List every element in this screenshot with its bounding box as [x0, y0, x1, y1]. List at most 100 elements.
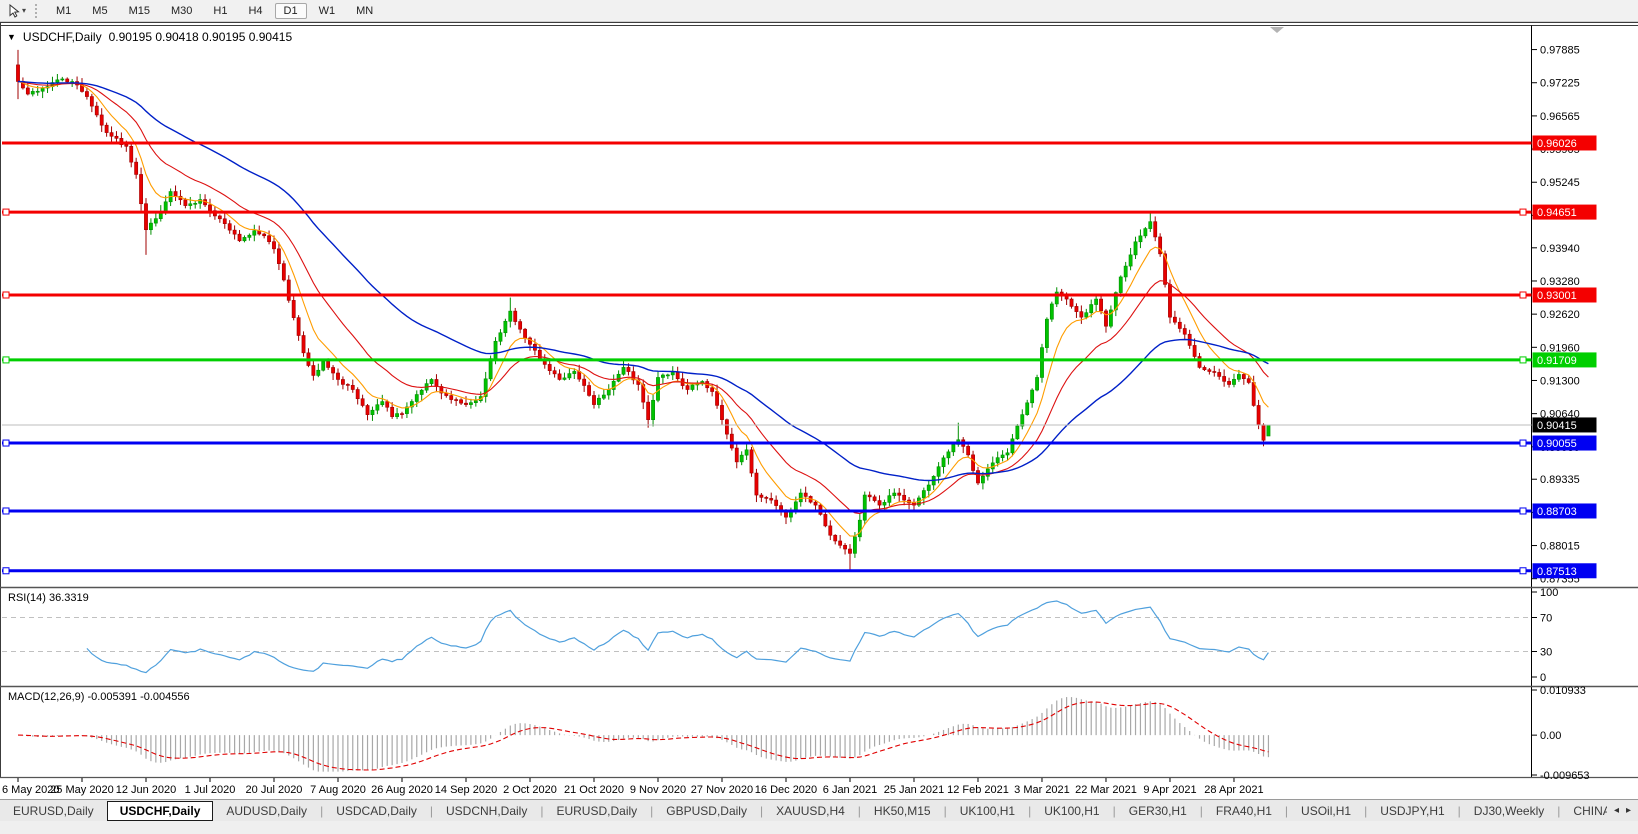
candle-body	[55, 79, 60, 83]
tab-separator: |	[1557, 804, 1561, 818]
candle-body	[793, 501, 798, 511]
candle-body	[488, 358, 493, 380]
candle-body	[951, 444, 956, 453]
tab-eurusd-daily[interactable]: EURUSD,Daily	[13, 804, 94, 818]
hline-handle-right[interactable]	[1519, 567, 1527, 575]
candle-body	[331, 367, 335, 374]
tab-usdcad-daily[interactable]: USDCAD,Daily	[336, 804, 417, 818]
chart-symbol-label: USDCHF,Daily	[22, 30, 102, 44]
date-tick-label: 12 Feb 2021	[947, 784, 1009, 796]
tab-usdjpy-h1[interactable]: USDJPY,H1	[1380, 804, 1445, 818]
candle-body	[1261, 424, 1266, 441]
candle-body	[262, 233, 267, 237]
tab-scroll-left-icon[interactable]: ◂	[1613, 805, 1619, 816]
candle-body	[493, 340, 498, 359]
tab-ger30-h1[interactable]: GER30,H1	[1128, 804, 1187, 818]
tab-usdchf-daily[interactable]: USDCHF,Daily	[106, 801, 214, 821]
cursor-arrow-icon	[9, 3, 20, 18]
tab-gbpusd-daily[interactable]: GBPUSD,Daily	[666, 804, 747, 818]
candle-body	[449, 395, 454, 400]
timeframe-button-w1[interactable]: W1	[318, 4, 336, 17]
hline-handle-left[interactable]	[2, 208, 10, 216]
tab-dj30-weekly[interactable]: DJ30,Weekly	[1473, 804, 1545, 818]
candle-body	[405, 406, 409, 414]
tab-fra40-h1[interactable]: FRA40,H1	[1215, 804, 1272, 818]
timeframe-button-m1[interactable]: M1	[56, 4, 72, 17]
candle-body	[582, 378, 587, 386]
price-tick-label: 0.89335	[1540, 474, 1580, 486]
candle-body	[769, 498, 774, 501]
hline-handle-left[interactable]	[2, 439, 10, 447]
candle-body	[336, 372, 340, 380]
candle-body	[759, 494, 764, 498]
candle-body	[715, 391, 719, 406]
tab-uk100-h1[interactable]: UK100,H1	[1044, 804, 1100, 818]
rsi-axis-label: 100	[1540, 587, 1558, 599]
tab-xauusd-h4[interactable]: XAUUSD,H4	[776, 804, 845, 818]
date-tick-label: 27 Nov 2020	[691, 784, 753, 796]
candle-body	[1163, 253, 1167, 285]
cursor-tool-button[interactable]: ▾	[4, 3, 29, 19]
hline-handle-right[interactable]	[1519, 356, 1527, 364]
chart-canvas[interactable]: 0.978850.972250.965650.959050.952450.945…	[0, 22, 1638, 799]
timeframe-button-m5[interactable]: M5	[92, 4, 108, 17]
candle-body	[149, 222, 153, 231]
tab-eurusd-daily[interactable]: EURUSD,Daily	[556, 804, 638, 818]
hline-handle-left[interactable]	[2, 567, 10, 575]
tab-scroll-right-icon[interactable]: ▸	[1625, 805, 1631, 816]
tab-hk50-m15[interactable]: HK50,M15	[873, 804, 931, 818]
hline-handle-left[interactable]	[2, 507, 10, 515]
chart-ohlc-values: 0.90195 0.90418 0.90195 0.90415	[108, 30, 293, 44]
candle-body	[1197, 356, 1202, 368]
hline-handle-right[interactable]	[1519, 439, 1527, 447]
candle-body	[35, 90, 40, 93]
timeframe-button-h1[interactable]: H1	[213, 4, 228, 17]
candle-body	[665, 374, 670, 377]
collapse-triangle-icon[interactable]: ▼	[7, 32, 16, 42]
candle-body	[85, 91, 89, 97]
timeframe-button-m15[interactable]: M15	[128, 4, 150, 17]
tab-separator: |	[759, 804, 764, 818]
date-tick-label: 21 Oct 2020	[564, 784, 624, 796]
candle-body	[1074, 306, 1079, 312]
timeframe-button-m30[interactable]: M30	[170, 4, 193, 17]
date-tick-label: 9 Apr 2021	[1143, 784, 1196, 796]
hline-handle-left[interactable]	[2, 291, 10, 299]
timeframe-button-h4[interactable]: H4	[248, 4, 263, 17]
candle-body	[1005, 452, 1010, 456]
hline-handle-right[interactable]	[1519, 291, 1527, 299]
candle-body	[754, 472, 759, 496]
hline-price-badge	[1532, 287, 1597, 303]
candlesticks-layer[interactable]	[16, 49, 1271, 571]
candle-body	[729, 433, 734, 449]
date-tick-label: 25 Jan 2021	[884, 784, 945, 796]
chart-shift-marker-icon[interactable]	[1270, 27, 1284, 33]
timeframe-button-d1[interactable]: D1	[274, 2, 307, 19]
candle-body	[390, 406, 395, 417]
tab-separator: |	[1199, 804, 1203, 818]
chevron-down-icon: ▾	[22, 6, 27, 15]
tab-audusd-daily[interactable]: AUDUSD,Daily	[226, 804, 308, 818]
timeframe-button-mn[interactable]: MN	[356, 4, 374, 17]
candle-body	[651, 399, 655, 420]
candle-body	[1153, 221, 1158, 238]
hline-handle-right[interactable]	[1519, 507, 1527, 515]
candle-body	[1148, 221, 1153, 229]
hline-handle-left[interactable]	[2, 356, 10, 364]
candle-body	[129, 146, 134, 163]
tab-usdcnh-daily[interactable]: USDCNH,Daily	[446, 804, 528, 818]
candle-body	[1266, 424, 1271, 437]
candle-body	[1202, 367, 1207, 371]
tab-usoil-h1[interactable]: USOil,H1	[1301, 804, 1352, 818]
candle-body	[1089, 304, 1094, 313]
candle-body	[183, 199, 188, 206]
candle-body	[823, 514, 828, 527]
hline-price-badge	[1532, 503, 1597, 519]
candle-body	[710, 387, 715, 392]
hline-handle-right[interactable]	[1519, 208, 1527, 216]
candle-body	[577, 371, 582, 380]
price-tick-label: 0.91960	[1540, 342, 1580, 354]
candle-body	[1109, 309, 1113, 327]
date-tick-label: 3 Mar 2021	[1014, 784, 1070, 796]
tab-uk100-h1[interactable]: UK100,H1	[959, 804, 1016, 818]
